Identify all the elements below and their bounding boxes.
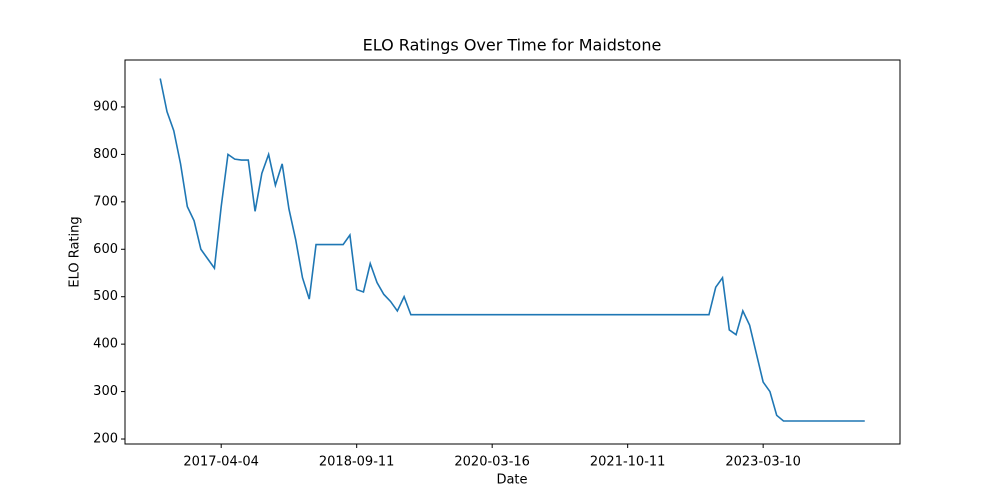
x-tick-label: 2021-10-11: [590, 455, 666, 470]
y-tick-label: 200: [93, 432, 118, 447]
y-tick-label: 800: [93, 147, 118, 162]
chart-title: ELO Ratings Over Time for Maidstone: [363, 36, 662, 55]
x-axis-label: Date: [496, 473, 527, 488]
x-tick-label: 2023-03-10: [725, 455, 801, 470]
y-axis-label: ELO Rating: [68, 216, 83, 287]
y-tick-label: 400: [93, 337, 118, 352]
y-tick-label: 500: [93, 289, 118, 304]
x-tick-label: 2018-09-11: [319, 455, 395, 470]
y-tick-label: 700: [93, 194, 118, 209]
x-tick-label: 2017-04-04: [183, 455, 259, 470]
x-tick-label: 2020-03-16: [454, 455, 530, 470]
y-tick-label: 600: [93, 242, 118, 257]
y-tick-label: 300: [93, 384, 118, 399]
y-tick-label: 900: [93, 99, 118, 114]
data-line: [159, 78, 865, 422]
plot-frame: [124, 59, 901, 445]
